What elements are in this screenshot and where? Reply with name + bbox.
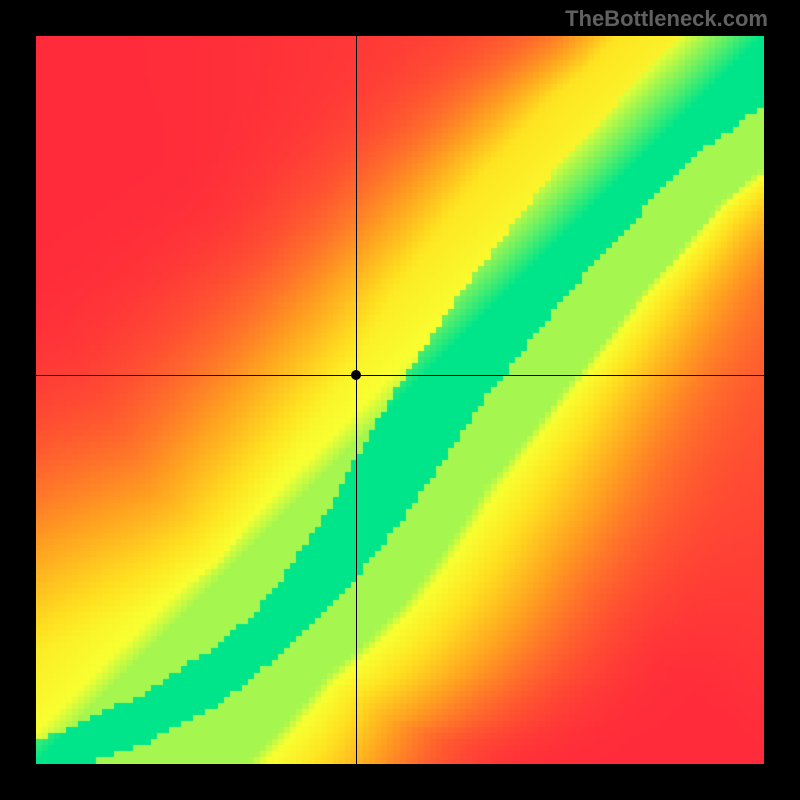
selection-point [351, 370, 361, 380]
chart-container: TheBottleneck.com [0, 0, 800, 800]
crosshair-horizontal [36, 375, 764, 376]
crosshair-vertical [356, 36, 357, 764]
plot-area [36, 36, 764, 764]
bottleneck-heatmap [36, 36, 764, 764]
watermark-text: TheBottleneck.com [565, 6, 768, 32]
